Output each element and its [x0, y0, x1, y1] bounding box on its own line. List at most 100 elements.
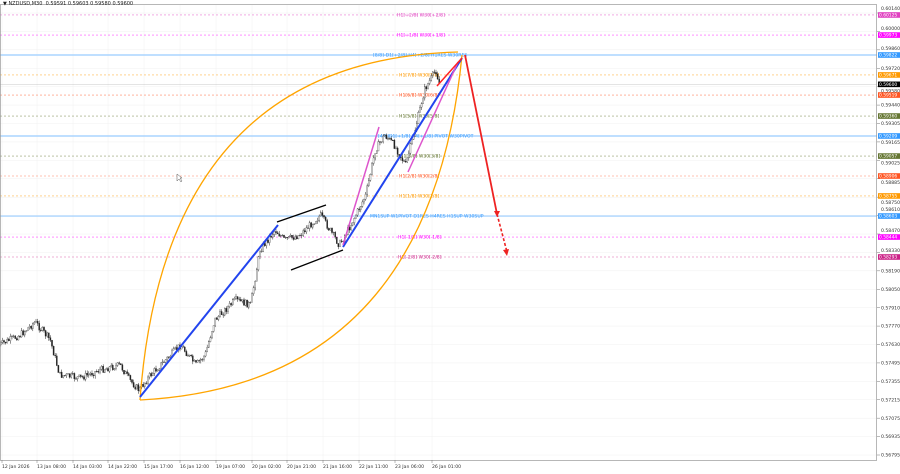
candle-body: [267, 239, 269, 243]
level-label: H1[+2/8] W30[+2/8]: [397, 12, 445, 18]
candle-body: [62, 375, 64, 378]
candle-body: [297, 235, 300, 240]
price-tag-label: 0.58906: [879, 174, 897, 180]
candle-body: [153, 368, 156, 374]
candle-body: [393, 140, 396, 149]
candle-body: [320, 212, 322, 217]
y-tick-label: 0.57215: [881, 397, 900, 403]
candle-body: [112, 365, 114, 370]
candle-body: [12, 335, 15, 337]
candle-body: [353, 218, 356, 223]
candle-body: [124, 371, 127, 375]
candle-body: [102, 366, 104, 373]
candle-body: [163, 361, 165, 363]
candle-body: [329, 227, 332, 231]
candle-body: [16, 338, 18, 341]
pink-trendline-1[interactable]: [342, 126, 380, 246]
red-projection-solid[interactable]: [464, 54, 498, 215]
x-tick-label: 12 Jan 2026: [2, 464, 30, 470]
orange-arc-lower[interactable]: [139, 54, 463, 401]
candle-body: [203, 355, 205, 360]
candle-body: [238, 298, 240, 300]
price-tag-label: 0.59057: [879, 154, 897, 160]
candle-body: [204, 351, 207, 357]
candle-body: [377, 141, 380, 152]
candle-body: [272, 234, 274, 238]
level-label: H1[+1/8] W30[+1/8]: [397, 33, 445, 39]
candle-body: [108, 366, 111, 372]
candle-body: [300, 235, 303, 236]
candle-body: [190, 354, 192, 357]
candle-body: [33, 322, 36, 325]
candle-body: [257, 256, 260, 271]
candle-body: [337, 243, 340, 247]
candle-body: [355, 214, 357, 219]
candle-body: [382, 135, 384, 142]
candle-body: [299, 235, 301, 237]
candle-body: [259, 251, 261, 257]
candle-body: [59, 371, 61, 373]
candle-body: [206, 347, 208, 353]
candle-body: [19, 335, 21, 338]
candle-body: [241, 299, 244, 302]
candle-body: [286, 237, 288, 239]
candle-body: [294, 236, 296, 240]
candle-body: [390, 138, 392, 141]
candle-body: [304, 230, 306, 233]
candle-body: [166, 356, 168, 360]
symbol-label: NZDUSD,M30: [8, 1, 43, 7]
y-tick-label: 0.57630: [881, 342, 900, 348]
candle-body: [49, 337, 52, 341]
candle-body: [185, 351, 188, 356]
y-tick-label: 0.57770: [881, 324, 900, 330]
candle-body: [380, 141, 383, 143]
candle-body: [160, 362, 162, 370]
candle-body: [201, 359, 204, 360]
price-tag-label: 0.58603: [879, 214, 897, 220]
price-tag-label: 0.59519: [879, 93, 897, 99]
candle-body: [417, 112, 420, 124]
y-tick-label: 0.57075: [881, 416, 900, 422]
candle-body: [281, 235, 284, 236]
x-tick-label: 16 Jan 12:00: [180, 464, 209, 470]
candle-body: [225, 308, 228, 312]
blue-trendline-2[interactable]: [342, 57, 463, 248]
collapse-triangle-icon[interactable]: ▼: [3, 1, 9, 7]
axes: 0.60140 0.60000 0.59860 0.59720 0.59580 0.594…: [1, 6, 900, 470]
candle-body: [230, 303, 232, 305]
candle-body: [216, 317, 218, 320]
candle-body: [331, 227, 333, 233]
candle-body: [27, 327, 29, 331]
candle-body: [425, 86, 428, 89]
low-value: 0.59580: [90, 1, 111, 7]
candle-body: [240, 299, 242, 302]
candle-body: [174, 347, 176, 349]
candle-body: [307, 227, 309, 229]
candle-body: [408, 152, 410, 159]
candle-body: [430, 75, 432, 81]
candle-body: [96, 371, 98, 372]
red-trendline-short[interactable]: [436, 57, 463, 87]
candle-body: [384, 134, 386, 137]
pink-trendline-2[interactable]: [407, 61, 459, 173]
candle-body: [315, 221, 317, 224]
candle-body: [219, 311, 221, 317]
candle-body: [83, 376, 85, 380]
candle-body: [236, 296, 239, 300]
orange-arc-upper[interactable]: [139, 51, 459, 401]
red-projection-dashed[interactable]: [496, 213, 508, 253]
candle-body: [164, 359, 167, 363]
price-tag-label: 0.58444: [879, 235, 897, 241]
blue-trendline-1[interactable]: [139, 224, 279, 398]
black-channel-top[interactable]: [276, 204, 327, 223]
y-tick-label: 0.59860: [881, 46, 900, 52]
candle-body: [275, 231, 277, 233]
x-tick-label: 21 Jan 16:00: [323, 464, 352, 470]
candle-body: [70, 373, 72, 378]
x-tick-label: 20 Jan 21:00: [287, 464, 316, 470]
black-channel-bottom[interactable]: [290, 249, 344, 271]
candle-body: [155, 368, 157, 372]
candle-body: [187, 355, 189, 357]
level-label: H1[2/8] W30[2/8]: [399, 174, 439, 180]
